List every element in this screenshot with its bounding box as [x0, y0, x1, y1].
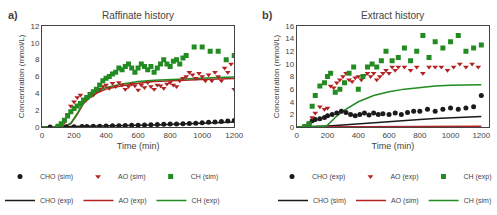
svg-text:8: 8 — [290, 72, 295, 81]
svg-text:Concentration (mmol/L): Concentration (mmol/L) — [17, 34, 26, 118]
svg-text:CH (exp): CH (exp) — [191, 197, 219, 205]
svg-text:800: 800 — [163, 131, 177, 140]
svg-text:Raffinate history: Raffinate history — [102, 10, 174, 21]
svg-text:0: 0 — [35, 123, 40, 132]
svg-text:CH (sim): CH (sim) — [191, 173, 219, 181]
svg-text:Time (min): Time (min) — [372, 141, 415, 151]
svg-text:CH (sim): CH (sim) — [464, 197, 492, 205]
svg-text:8: 8 — [35, 55, 40, 64]
svg-text:10: 10 — [285, 60, 294, 69]
svg-text:14: 14 — [285, 34, 294, 43]
svg-text:CH (exp): CH (exp) — [463, 173, 491, 181]
svg-text:1200: 1200 — [472, 131, 490, 140]
svg-text:0: 0 — [40, 131, 45, 140]
svg-text:0: 0 — [290, 123, 295, 132]
svg-text:4: 4 — [35, 89, 40, 98]
svg-text:0: 0 — [295, 131, 300, 140]
svg-text:6: 6 — [35, 72, 40, 81]
svg-text:2: 2 — [35, 106, 40, 115]
svg-text:CHO (exp): CHO (exp) — [312, 173, 345, 181]
svg-text:CHO (sim): CHO (sim) — [313, 197, 346, 205]
svg-text:CHO (exp): CHO (exp) — [40, 197, 73, 205]
svg-text:12: 12 — [285, 47, 294, 56]
svg-text:1200: 1200 — [225, 131, 243, 140]
svg-text:1000: 1000 — [442, 131, 460, 140]
svg-text:12: 12 — [30, 22, 39, 31]
svg-text:2: 2 — [290, 110, 295, 119]
svg-text:b): b) — [262, 9, 273, 21]
svg-text:1000: 1000 — [193, 131, 211, 140]
svg-text:10: 10 — [30, 39, 39, 48]
svg-text:600: 600 — [131, 131, 145, 140]
svg-text:Concentration (mmol/L): Concentration (mmol/L) — [272, 34, 281, 118]
svg-text:600: 600 — [382, 131, 396, 140]
svg-text:AO (exp): AO (exp) — [118, 197, 146, 205]
svg-text:CHO (sim): CHO (sim) — [40, 173, 73, 181]
svg-text:800: 800 — [413, 131, 427, 140]
svg-text:4: 4 — [290, 98, 295, 107]
svg-text:6: 6 — [290, 85, 295, 94]
svg-text:16: 16 — [285, 22, 294, 31]
svg-text:200: 200 — [321, 131, 335, 140]
svg-text:a): a) — [8, 9, 18, 21]
svg-text:Time (min): Time (min) — [117, 141, 160, 151]
svg-text:400: 400 — [99, 131, 113, 140]
svg-text:AO (sim): AO (sim) — [118, 173, 146, 181]
svg-text:Extract history: Extract history — [361, 10, 424, 21]
svg-text:AO (exp): AO (exp) — [390, 173, 418, 181]
svg-text:200: 200 — [67, 131, 81, 140]
svg-text:400: 400 — [352, 131, 366, 140]
svg-text:AO (sim): AO (sim) — [391, 197, 419, 205]
